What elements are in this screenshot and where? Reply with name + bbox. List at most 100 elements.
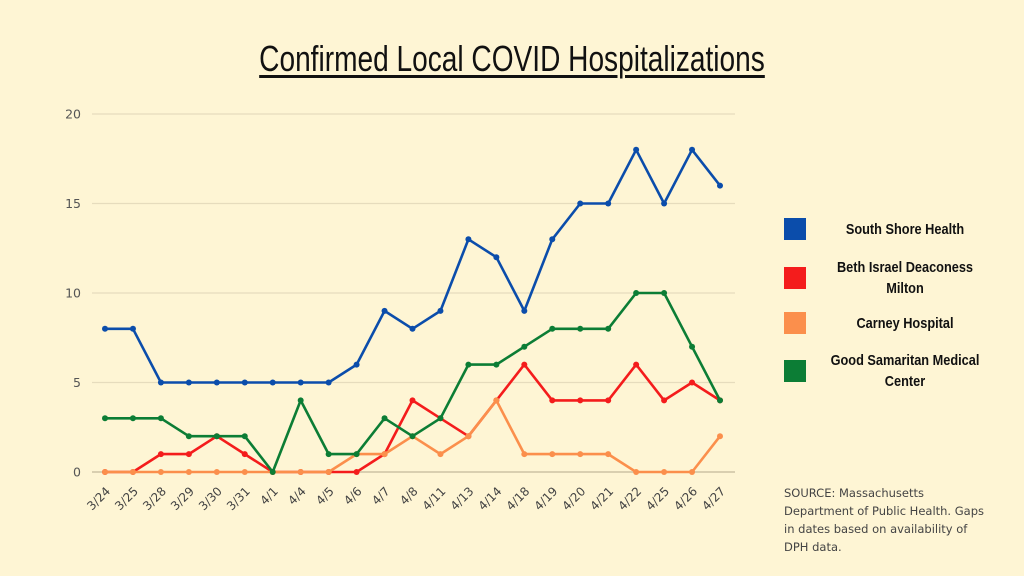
data-point [213,469,220,475]
data-point [241,433,248,440]
x-tick-label: 4/26 [671,484,700,513]
data-point [717,433,723,440]
data-point [577,325,584,332]
data-point [661,397,668,404]
x-tick-label: 3/31 [224,484,253,513]
y-tick-label: 10 [65,286,81,301]
data-point [633,290,640,296]
x-tick-label: 3/30 [196,484,225,513]
y-tick-label: 0 [73,465,81,480]
x-tick-label: 4/8 [397,484,421,508]
x-tick-label: 4/1 [257,484,281,508]
x-tick-label: 4/27 [699,484,728,513]
legend-label: South Shore Health [845,220,965,238]
data-point [549,397,556,404]
data-point [661,200,668,207]
x-tick-label: 4/11 [420,484,449,513]
data-point [269,379,276,386]
data-point [437,415,444,422]
legend-swatch [784,312,806,334]
legend-swatch [784,360,806,382]
data-point [409,325,416,332]
x-tick-label: 4/5 [313,484,337,508]
data-point [605,200,612,207]
data-point [493,397,500,404]
data-point [493,361,500,368]
data-point [633,361,640,368]
data-point [325,451,332,458]
data-point [353,361,360,368]
data-point [549,236,556,243]
data-point [717,182,723,189]
data-point [297,469,304,475]
x-tick-label: 3/24 [84,484,113,513]
x-tick-label: 3/25 [112,484,141,513]
data-point [381,451,388,458]
data-point [129,325,136,332]
data-point [157,379,164,386]
data-point [633,469,640,475]
data-point [493,254,500,261]
y-tick-label: 5 [73,375,81,390]
x-tick-label: 4/21 [587,484,616,513]
data-point [577,200,584,207]
legend-swatch [784,267,806,289]
x-tick-label: 4/4 [285,484,309,508]
data-point [241,469,248,475]
data-point [549,451,556,458]
data-point [465,433,472,440]
data-point [241,451,248,458]
data-point [577,397,584,404]
y-tick-label: 20 [65,107,81,122]
source-note: SOURCE: Massachusetts Department of Publ… [784,486,984,554]
data-point [577,451,584,458]
x-tick-label: 4/20 [559,484,588,513]
series-line-beth-israel-deaconess-milton [105,363,721,474]
data-point [409,397,416,404]
data-point [185,451,192,458]
data-point [549,325,556,332]
x-tick-label: 4/13 [448,484,477,513]
data-point [325,379,332,386]
data-point [465,361,472,368]
data-point [157,415,164,422]
data-point [129,415,136,422]
data-point [437,307,444,314]
data-point [353,451,360,458]
data-point [689,379,696,386]
data-point [297,397,304,404]
data-point [213,433,220,440]
data-point [102,469,108,475]
data-point [213,379,220,386]
data-point [521,451,528,458]
data-point [381,415,388,422]
x-tick-label: 4/25 [643,484,672,513]
data-point [521,307,528,314]
data-point [437,451,444,458]
x-tick-label: 4/6 [341,484,365,508]
data-point [157,469,164,475]
data-point [102,415,108,422]
x-tick-label: 4/18 [503,484,532,513]
data-point [465,236,472,243]
data-point [353,469,360,475]
data-point [185,379,192,386]
data-point [661,469,668,475]
data-point [717,397,723,404]
data-point [689,469,696,475]
x-tick-label: 4/19 [531,484,560,513]
data-point [129,469,136,475]
legend-swatch [784,218,806,240]
data-point [409,433,416,440]
x-tick-label: 3/28 [140,484,169,513]
chart-title: Confirmed Local COVID Hospitalizations [259,38,765,79]
data-point [185,433,192,440]
data-point [689,343,696,350]
data-point [521,361,528,368]
legend-label: Carney Hospital [856,314,954,332]
data-point [689,146,696,153]
data-point [269,469,276,475]
legend-item: Carney Hospital [784,312,1004,334]
data-point [185,469,192,475]
